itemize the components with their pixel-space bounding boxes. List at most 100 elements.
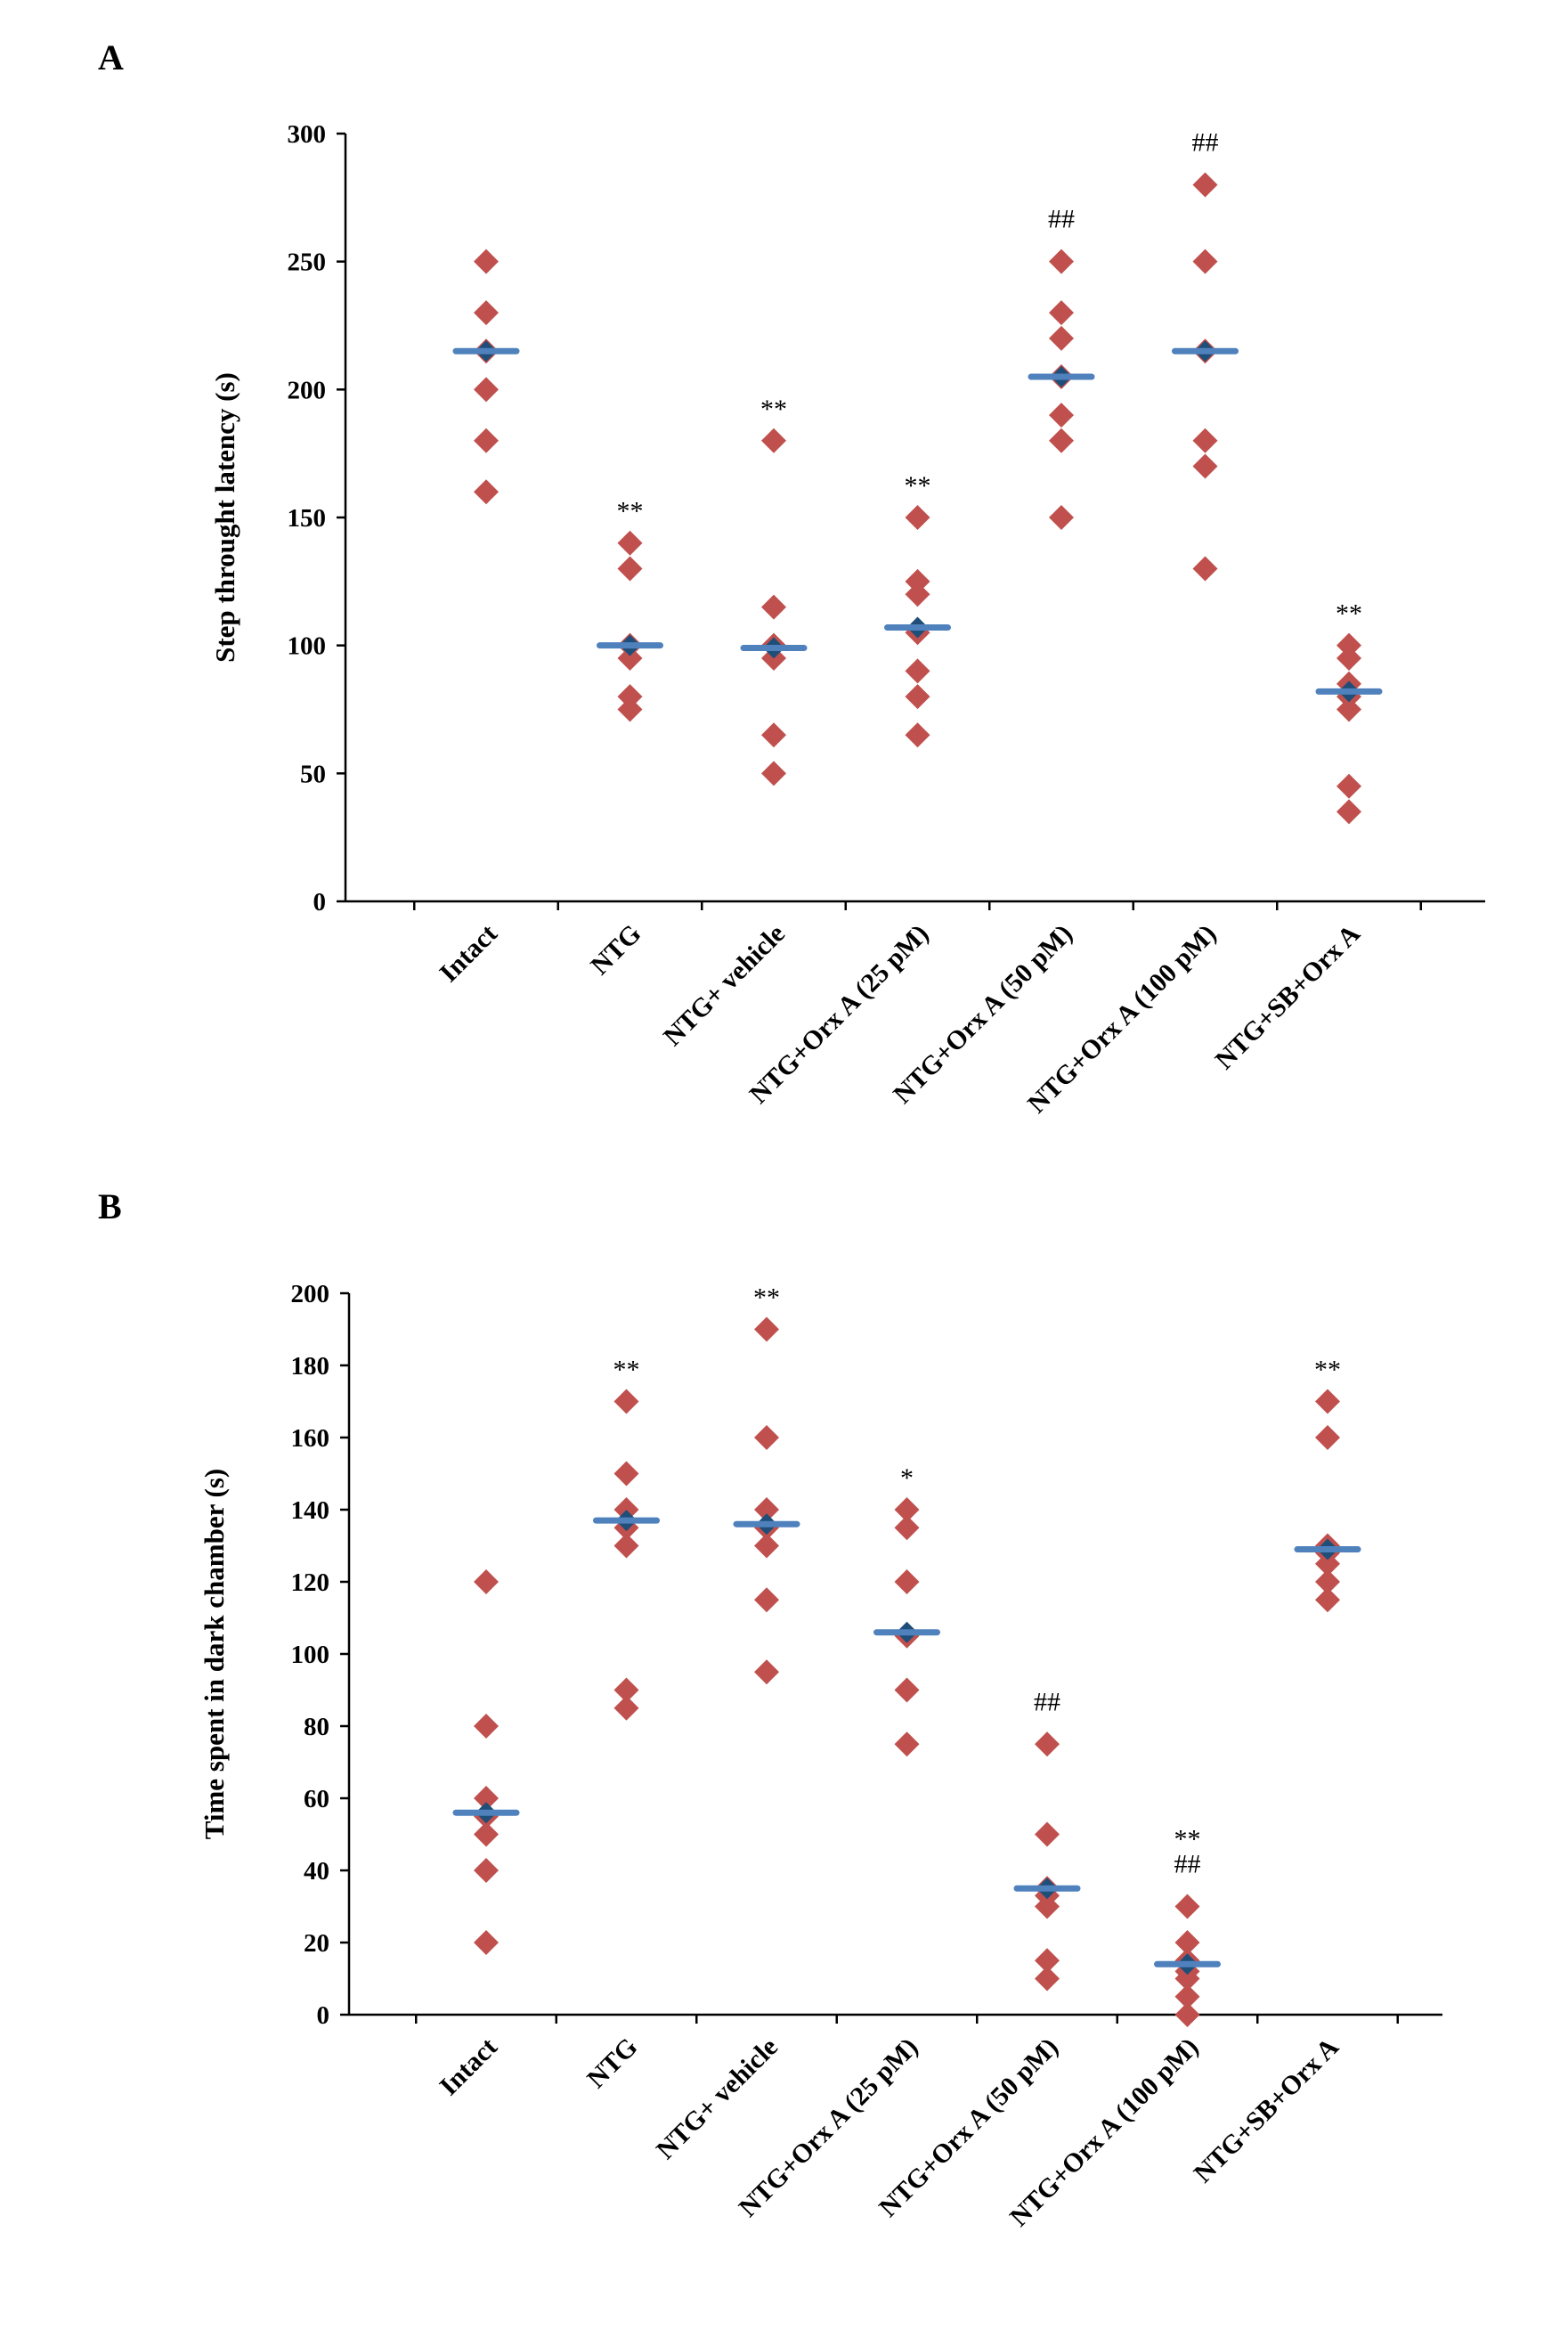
data-point xyxy=(1035,1731,1060,1757)
data-point xyxy=(1336,697,1361,722)
data-point xyxy=(474,300,499,326)
data-point xyxy=(1315,1587,1340,1613)
data-point xyxy=(474,1714,499,1739)
data-point xyxy=(1174,1894,1200,1919)
data-point xyxy=(617,530,643,556)
data-point xyxy=(474,1569,499,1594)
y-tick-label: 200 xyxy=(291,1280,330,1308)
data-point xyxy=(905,505,930,530)
data-point xyxy=(894,1569,920,1594)
y-tick-label: 40 xyxy=(304,1857,329,1886)
chart-time-in-dark-chamber: 0 20 40 60 80 100 120 140 160 180 200 Time spent in… xyxy=(199,1280,1442,2232)
data-point xyxy=(1174,1930,1200,1955)
y-tick-label: 250 xyxy=(288,248,327,277)
data-point xyxy=(754,1587,779,1613)
y-tick-label: 0 xyxy=(317,2001,330,2030)
data-point xyxy=(1315,1389,1340,1414)
data-point xyxy=(761,722,786,748)
y-tick-label: 160 xyxy=(291,1424,330,1453)
data-point xyxy=(754,1497,779,1522)
data-point xyxy=(754,1425,779,1450)
data-point xyxy=(1049,505,1074,530)
data-point xyxy=(1049,300,1074,326)
panel-a-letter: A xyxy=(98,37,124,77)
significance-label: ** xyxy=(613,1356,640,1385)
x-tick-label-ntg-sb-orx-a: NTG+SB+Orx A xyxy=(1189,2032,1345,2188)
data-point xyxy=(761,428,786,453)
data-point xyxy=(905,582,930,607)
data-point xyxy=(613,1389,639,1414)
y-tick-label: 300 xyxy=(288,120,327,149)
data-point xyxy=(617,556,643,582)
x-tick-label-ntg-vehicle: NTG+ vehicle xyxy=(651,2033,784,2165)
panel-b-letter: B xyxy=(98,1186,122,1226)
y-tick-label: 150 xyxy=(288,504,327,533)
data-point xyxy=(617,684,643,710)
data-point xyxy=(894,1731,920,1757)
data-point xyxy=(905,722,930,748)
y-tick-label: 180 xyxy=(291,1352,330,1381)
data-point xyxy=(1035,1821,1060,1847)
y-tick-label: 0 xyxy=(313,888,327,916)
data-point xyxy=(474,377,499,403)
data-point xyxy=(1336,799,1361,825)
y-tick-label: 50 xyxy=(300,760,326,788)
data-point xyxy=(754,1659,779,1685)
significance-label: ** xyxy=(760,395,787,424)
data-point xyxy=(905,568,930,594)
data-point xyxy=(1315,1425,1340,1450)
data-point xyxy=(1174,1966,1200,1992)
data-point xyxy=(1192,428,1218,453)
significance-label: ** xyxy=(617,497,644,526)
data-point xyxy=(474,428,499,453)
data-point xyxy=(1315,1569,1340,1594)
y-tick-label: 60 xyxy=(304,1785,329,1813)
data-point xyxy=(1192,556,1218,582)
data-point xyxy=(905,658,930,684)
x-tick-label-ntg-sb-orx-a: NTG+SB+Orx A xyxy=(1210,918,1367,1075)
data-point xyxy=(474,1930,499,1955)
data-point xyxy=(613,1497,639,1522)
significance-label: * xyxy=(900,1463,914,1493)
data-point xyxy=(1192,172,1218,198)
data-point xyxy=(894,1677,920,1703)
significance-label: ** xyxy=(905,471,931,501)
data-point xyxy=(1049,428,1074,453)
data-point xyxy=(474,479,499,505)
data-point xyxy=(474,1786,499,1811)
significance-label: ** xyxy=(1336,599,1362,629)
data-point xyxy=(1336,773,1361,799)
x-tick-label-ntg: NTG xyxy=(581,2033,643,2094)
data-point xyxy=(617,646,643,672)
data-point xyxy=(1035,1894,1060,1919)
data-point xyxy=(1315,1551,1340,1576)
y-axis-label: Step throught latency (s) xyxy=(209,372,240,663)
data-point xyxy=(474,1858,499,1883)
data-point xyxy=(1192,453,1218,479)
x-tick-label-intact: Intact xyxy=(434,919,503,989)
y-tick-label: 100 xyxy=(291,1641,330,1669)
data-point xyxy=(1174,1984,1200,2009)
x-tick-label-intact: Intact xyxy=(434,2033,503,2102)
data-point xyxy=(613,1695,639,1721)
significance-label: ** xyxy=(1174,1825,1201,1854)
y-tick-label: 200 xyxy=(288,376,327,404)
x-tick-label-ntg: NTG xyxy=(585,919,646,981)
data-point xyxy=(1192,248,1218,274)
data-point xyxy=(894,1497,920,1522)
significance-label: ## xyxy=(1048,205,1075,234)
y-tick-label: 20 xyxy=(304,1929,329,1958)
data-point xyxy=(905,684,930,710)
data-point xyxy=(754,1316,779,1342)
y-tick-label: 100 xyxy=(288,632,327,661)
significance-label: ## xyxy=(1192,127,1219,157)
chart-step-through-latency: 0 50 100 150 200 250 300 Step throught latency … xyxy=(209,120,1485,1119)
y-tick-label: 80 xyxy=(304,1713,329,1741)
data-point xyxy=(761,761,786,786)
data-point xyxy=(1035,1966,1060,1992)
data-point xyxy=(474,248,499,274)
data-point xyxy=(613,1677,639,1703)
y-axis-label: Time spent in dark chamber (s) xyxy=(199,1469,230,1840)
data-point xyxy=(1035,1948,1060,1974)
